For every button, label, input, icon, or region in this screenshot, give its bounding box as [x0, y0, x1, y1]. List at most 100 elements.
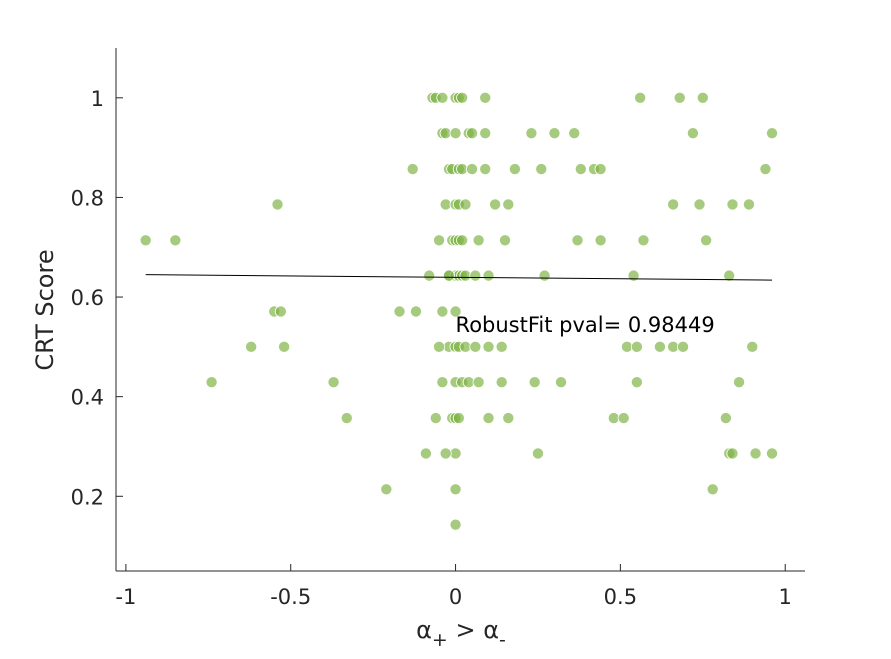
data-point	[469, 340, 482, 353]
data-point	[673, 91, 686, 104]
data-point	[436, 91, 449, 104]
data-point	[472, 234, 485, 247]
data-point	[245, 340, 258, 353]
data-point	[531, 447, 544, 460]
data-point	[535, 163, 548, 176]
data-point	[479, 163, 492, 176]
data-point	[495, 376, 508, 389]
data-point	[482, 412, 495, 425]
data-point	[677, 340, 690, 353]
data-point	[472, 376, 485, 389]
fit-annotation: RobustFit pval= 0.98449	[456, 313, 715, 337]
y-tick-label: 0.4	[71, 386, 104, 410]
data-point	[449, 127, 462, 140]
data-point	[733, 376, 746, 389]
data-point	[459, 198, 472, 211]
data-point	[696, 91, 709, 104]
data-point	[525, 127, 538, 140]
data-point	[667, 198, 680, 211]
x-tick-label: 0	[449, 585, 462, 609]
data-point	[393, 305, 406, 318]
data-points	[139, 91, 779, 531]
data-point	[686, 127, 699, 140]
data-point	[749, 447, 762, 460]
data-point	[449, 483, 462, 496]
data-point	[653, 340, 666, 353]
data-point	[482, 269, 495, 282]
data-point	[433, 234, 446, 247]
data-point	[502, 412, 515, 425]
y-tick-label: 0.2	[71, 485, 104, 509]
data-point	[456, 234, 469, 247]
data-point	[568, 127, 581, 140]
data-point	[766, 447, 779, 460]
data-point	[469, 269, 482, 282]
data-point	[479, 91, 492, 104]
y-axis-ticks: 0.2 0.4 0.6 0.8 1	[71, 87, 123, 509]
data-point	[169, 234, 182, 247]
data-point	[439, 447, 452, 460]
data-point	[436, 305, 449, 318]
y-tick-label: 0.6	[71, 286, 104, 310]
data-point	[594, 234, 607, 247]
data-point	[466, 163, 479, 176]
y-tick-label: 0.8	[71, 186, 104, 210]
data-point	[508, 163, 521, 176]
data-point	[489, 198, 502, 211]
data-point	[726, 447, 739, 460]
data-point	[423, 269, 436, 282]
data-point	[759, 163, 772, 176]
data-point	[723, 269, 736, 282]
data-point	[429, 412, 442, 425]
data-point	[634, 91, 647, 104]
data-point	[495, 340, 508, 353]
x-axis-label: α+ > α-	[416, 616, 506, 651]
data-point	[627, 269, 640, 282]
x-label-alpha-2: α	[483, 616, 499, 644]
x-tick-label: 1	[779, 585, 792, 609]
data-point	[479, 127, 492, 140]
data-point	[466, 127, 479, 140]
data-point	[409, 305, 422, 318]
data-point	[746, 340, 759, 353]
x-label-alpha-1: α	[416, 616, 432, 644]
data-point	[637, 234, 650, 247]
x-tick-label: -1	[115, 585, 136, 609]
data-point	[449, 305, 462, 318]
data-point	[706, 483, 719, 496]
data-point	[630, 376, 643, 389]
data-point	[726, 198, 739, 211]
data-point	[139, 234, 152, 247]
data-point	[274, 305, 287, 318]
x-label-sub-2: -	[499, 629, 506, 651]
data-point	[327, 376, 340, 389]
data-point	[693, 198, 706, 211]
data-point	[538, 269, 551, 282]
data-point	[502, 198, 515, 211]
x-tick-label: -0.5	[270, 585, 311, 609]
data-point	[482, 340, 495, 353]
data-point	[499, 234, 512, 247]
data-point	[452, 412, 465, 425]
data-point	[340, 412, 353, 425]
data-point	[700, 234, 713, 247]
data-point	[456, 91, 469, 104]
data-point	[742, 198, 755, 211]
x-label-operator: >	[448, 616, 483, 644]
data-point	[205, 376, 218, 389]
data-point	[766, 127, 779, 140]
x-label-sub-1: +	[432, 629, 448, 651]
data-point	[555, 376, 568, 389]
data-point	[442, 269, 455, 282]
y-axis-label: CRT Score	[31, 249, 59, 370]
x-tick-label: 0.5	[604, 585, 637, 609]
data-point	[719, 412, 732, 425]
data-point	[406, 163, 419, 176]
data-point	[278, 340, 291, 353]
data-point	[449, 518, 462, 531]
data-point	[630, 340, 643, 353]
data-point	[574, 163, 587, 176]
y-tick-label: 1	[91, 87, 104, 111]
x-axis-ticks: -1 -0.5 0 0.5 1	[115, 564, 792, 609]
